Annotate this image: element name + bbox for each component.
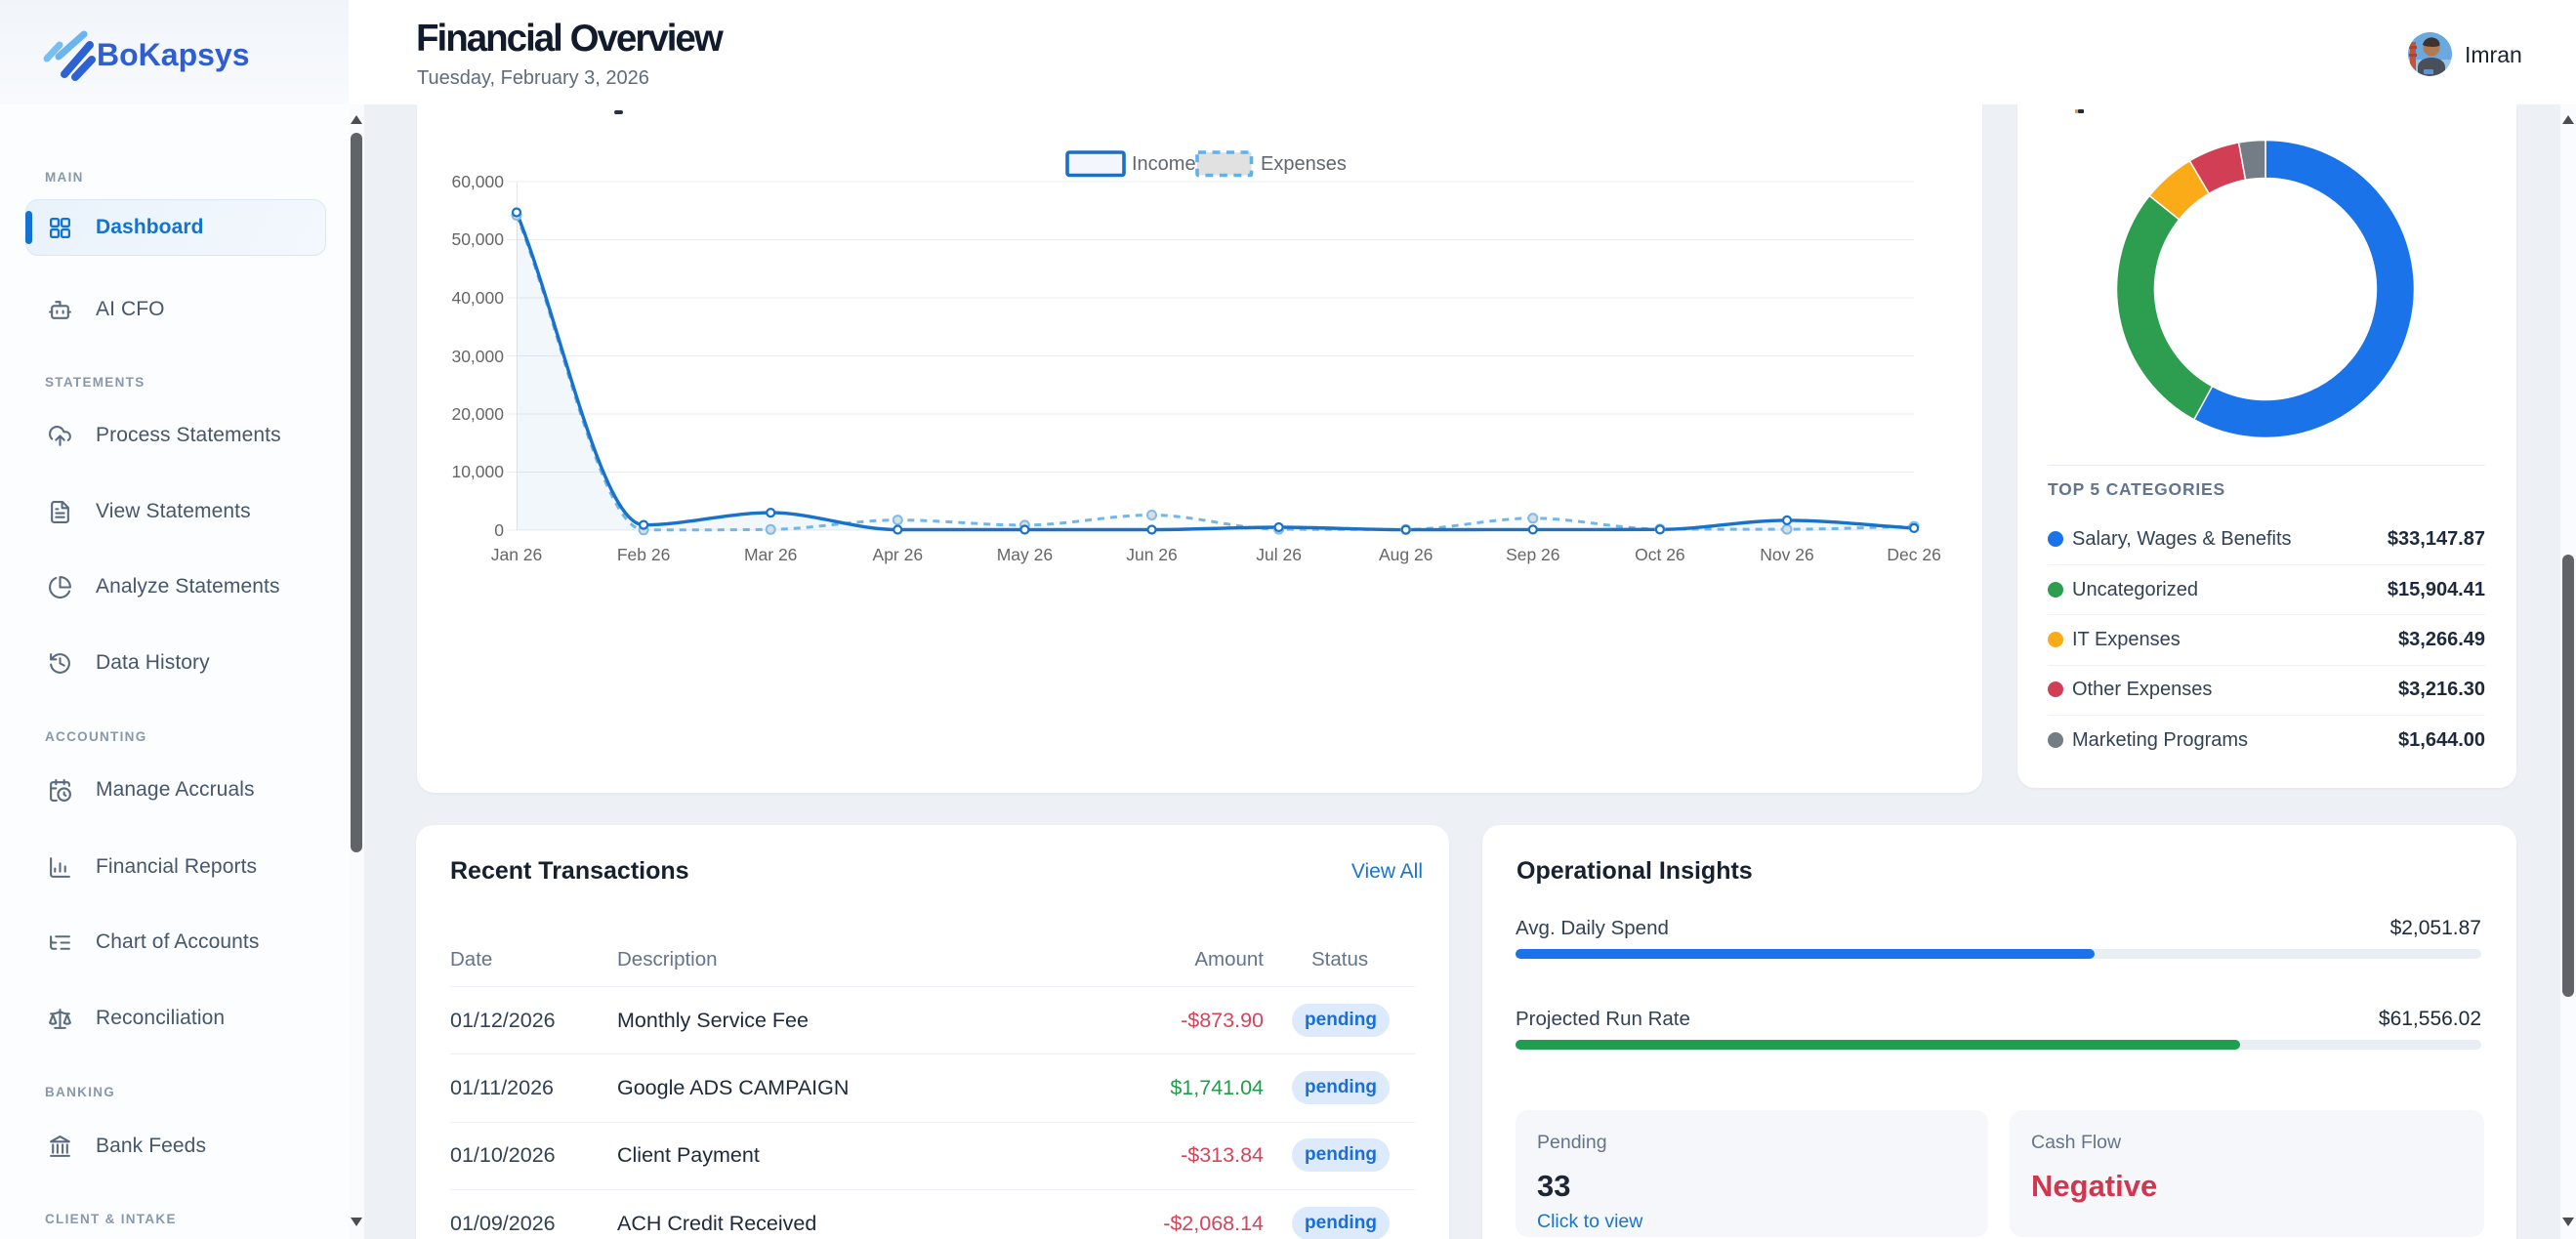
svg-text:Dec 26: Dec 26 xyxy=(1887,545,1940,564)
svg-text:20,000: 20,000 xyxy=(451,404,504,424)
svg-text:Jul 26: Jul 26 xyxy=(1256,545,1302,564)
svg-text:Jan 26: Jan 26 xyxy=(491,545,543,564)
svg-text:Mar 26: Mar 26 xyxy=(744,545,797,564)
svg-text:Feb 26: Feb 26 xyxy=(617,545,670,564)
svg-text:Expenses: Expenses xyxy=(1261,153,1347,175)
svg-text:10,000: 10,000 xyxy=(451,462,504,481)
svg-text:BoKapsys: BoKapsys xyxy=(97,37,250,72)
svg-text:Aug 26: Aug 26 xyxy=(1379,545,1433,564)
svg-text:Sep 26: Sep 26 xyxy=(1506,545,1559,564)
svg-text:50,000: 50,000 xyxy=(451,229,504,249)
svg-text:60,000: 60,000 xyxy=(451,172,504,191)
svg-text:Apr 26: Apr 26 xyxy=(873,545,924,564)
svg-text:Jun 26: Jun 26 xyxy=(1126,545,1178,564)
svg-text:May 26: May 26 xyxy=(997,545,1053,564)
svg-text:0: 0 xyxy=(494,520,504,540)
svg-text:Nov 26: Nov 26 xyxy=(1760,545,1813,564)
svg-text:Oct 26: Oct 26 xyxy=(1635,545,1685,564)
svg-text:Income: Income xyxy=(1132,153,1196,175)
svg-text:30,000: 30,000 xyxy=(451,347,504,366)
svg-text:40,000: 40,000 xyxy=(451,288,504,308)
